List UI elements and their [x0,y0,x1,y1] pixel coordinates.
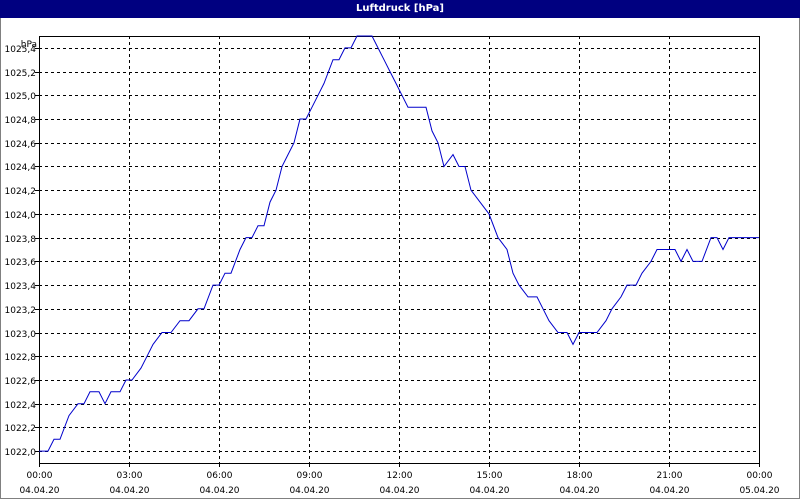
y-tick-label: 1025,2 [5,69,37,79]
y-tick-label: 1023,0 [5,330,37,340]
y-tick-label: 1024,6 [5,140,37,150]
y-axis-label: hPa [21,40,37,50]
x-tick-time: 06:00 [207,471,233,481]
x-tick-labels: 00:00 04.04.20 03:00 04.04.20 06:00 04.04.20 0… [19,471,779,496]
y-tick-label: 1024,8 [5,116,37,126]
x-tick-date: 04.04.20 [649,486,689,496]
y-tick-labels: 1022,0 1022,2 1022,4 1022,6 1022,8 1023,0 1023… [5,45,37,458]
y-tick-label: 1022,4 [5,401,37,411]
x-tick-time: 09:00 [297,471,323,481]
x-tick-time: 12:00 [387,471,413,481]
x-tick-time: 21:00 [657,471,683,481]
chart-title: Luftdruck [hPa] [356,3,444,14]
x-tick-time: 00:00 [747,471,773,481]
y-tick-label: 1025,4 [5,45,37,55]
y-tick-label: 1023,4 [5,282,37,292]
x-tick-date: 04.04.20 [559,486,599,496]
plot-area-border [39,36,760,464]
x-tick-time: 03:00 [117,471,143,481]
x-tick-date: 04.04.20 [289,486,329,496]
x-tick-time: 00:00 [27,471,53,481]
axes [35,36,760,467]
x-tick-time: 15:00 [477,471,503,481]
grid [39,36,760,463]
y-tick-label: 1024,4 [5,163,37,173]
x-tick-date: 04.04.20 [109,486,149,496]
series-line [39,35,759,452]
y-tick-label: 1022,6 [5,377,37,387]
x-tick-date: 04.04.20 [379,486,419,496]
x-tick-date: 04.04.20 [469,486,509,496]
x-tick-date: 04.04.20 [19,486,59,496]
y-tick-label: 1025,0 [5,92,37,102]
y-tick-label: 1024,2 [5,187,37,197]
y-tick-label: 1022,2 [5,424,37,434]
y-tick-label: 1023,8 [5,235,37,245]
x-tick-time: 18:00 [567,471,593,481]
y-tick-label: 1022,0 [5,448,37,458]
y-tick-label: 1024,0 [5,211,37,221]
y-tick-label: 1023,2 [5,306,37,316]
x-tick-date: 04.04.20 [199,486,239,496]
x-tick-date: 05.04.20 [739,486,779,496]
title-bar: Luftdruck [hPa] [0,0,800,18]
y-tick-label: 1022,8 [5,353,37,363]
y-tick-label: 1023,6 [5,258,37,268]
